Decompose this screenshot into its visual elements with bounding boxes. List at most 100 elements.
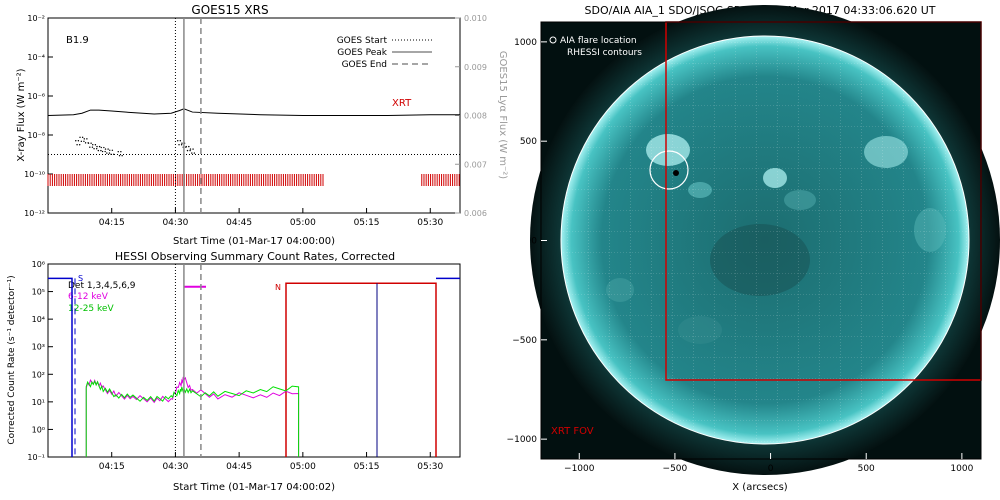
goes-short-channel-point <box>177 140 179 142</box>
goes-short-channel-point <box>106 152 108 154</box>
hessi-ytick-label: 10² <box>32 370 45 379</box>
goes-short-channel-point <box>192 148 194 150</box>
hessi-ytick-label: 10³ <box>32 343 45 352</box>
hessi-xtick-label: 04:30 <box>162 462 188 472</box>
goes-ytick-label: 10⁻⁶ <box>27 92 45 101</box>
aia-xrt-fov-label: XRT FOV <box>551 426 594 437</box>
goes-short-channel-point <box>108 152 111 154</box>
goes-short-channel-point <box>101 150 104 153</box>
goes-short-channel-point <box>87 142 90 144</box>
goes-short-channel-point <box>97 149 100 152</box>
goes-short-channel-point <box>181 142 183 144</box>
goes-short-channel-point <box>79 136 81 139</box>
goes-y2tick-label: 0.006 <box>464 209 487 218</box>
goes-short-channel-point <box>109 149 111 151</box>
goes-ylabel: X-ray Flux (W m⁻²) <box>16 68 27 161</box>
hessi-ytick-label: 10¹ <box>32 398 45 407</box>
goes-short-channel-point <box>179 140 182 142</box>
goes-short-channel-point <box>94 144 97 146</box>
goes-short-channel-point <box>189 148 192 150</box>
goes-short-channel-point <box>77 140 80 142</box>
goes-legend: GOES Start GOES Peak GOES End <box>337 36 432 70</box>
aia-xtick-label: 500 <box>858 464 875 474</box>
aia-legend-rhessi: RHESSI contours <box>567 48 642 58</box>
goes-short-channel-point <box>104 148 107 150</box>
goes-ytick-label: 10⁻² <box>27 14 45 23</box>
goes-short-channel-point <box>100 149 102 152</box>
goes-short-channel-point <box>178 144 180 146</box>
limb-circle <box>560 35 970 445</box>
aia-ytick-label: 0 <box>531 237 537 247</box>
goes-short-channel-point <box>84 142 87 144</box>
hessi-series-0 <box>85 376 300 457</box>
hessi-flag-n: N <box>275 283 281 292</box>
aia-xtick-label: −1000 <box>564 464 595 474</box>
aia-flare-location-marker <box>649 150 689 190</box>
goes-y2tick-label: 0.010 <box>464 14 487 23</box>
aia-ytick-label: 500 <box>520 137 537 147</box>
goes-ytick-label: 10⁻⁴ <box>27 53 45 62</box>
goes-short-channel-point <box>185 145 187 148</box>
aia-ytick-label: −500 <box>512 336 537 346</box>
goes-short-channel-point <box>95 148 98 150</box>
hessi-night-flag <box>285 282 437 457</box>
goes-short-channel-point <box>193 152 196 154</box>
goes-short-channel-point <box>96 145 98 148</box>
hessi-legend-header: Det 1,3,4,5,6,9 <box>68 281 136 291</box>
goes-panel: GOES15 XRS X-ray Flux (W m⁻²) GOES15 Lyα… <box>16 3 508 247</box>
goes-xlabel: Start Time (01-Mar-17 04:00:00) <box>173 236 335 247</box>
goes-short-channel-point <box>98 145 101 148</box>
goes-short-channel-point <box>90 142 92 144</box>
goes-short-channel-point <box>104 150 106 153</box>
hessi-ytick-label: 10⁻¹ <box>27 453 45 462</box>
goes-y2tick-label: 0.009 <box>464 63 487 72</box>
goes-xtick-label: 04:15 <box>99 218 125 228</box>
aia-xlabel: X (arcsecs) <box>732 482 788 493</box>
goes-title: GOES15 XRS <box>191 3 268 17</box>
goes-short-channel-point <box>117 150 119 153</box>
goes-xtick-label: 04:30 <box>162 218 188 228</box>
goes-class-label: B1.9 <box>66 35 89 46</box>
aia-legend-flare: AIA flare location <box>560 36 637 46</box>
hessi-ytick-label: 10⁰ <box>32 425 45 434</box>
goes-short-channel-point <box>80 140 83 143</box>
hessi-ytick-label: 10⁴ <box>32 315 45 324</box>
hessi-xtick-label: 04:15 <box>99 462 125 472</box>
legend-flare-icon <box>549 36 557 44</box>
hessi-xtick-label: 05:15 <box>354 462 380 472</box>
goes-short-channel-point <box>191 152 193 154</box>
hessi-xtick-label: 04:45 <box>226 462 252 472</box>
legend-goes-peak: GOES Peak <box>337 48 387 58</box>
hessi-saa-flag <box>48 277 73 457</box>
goes-y2label: GOES15 Lyα Flux (W m⁻²) <box>497 51 508 179</box>
goes-short-channel-point <box>107 148 109 150</box>
goes-xrt-label: XRT <box>392 98 412 109</box>
hessi-xtick-label: 05:00 <box>290 462 316 472</box>
hessi-axes-box <box>47 263 461 458</box>
hessi-legend-12-25: 12-25 keV <box>68 304 114 314</box>
aia-xtick-label: 1000 <box>950 464 973 474</box>
goes-xtick-label: 05:15 <box>354 218 380 228</box>
goes-short-channel-point <box>100 146 102 149</box>
goes-short-channel-point <box>118 154 121 157</box>
hessi-series-1 <box>85 379 300 457</box>
hessi-legend-6-12: 6-12 keV <box>68 292 109 302</box>
hessi-flag-s: S <box>78 274 83 283</box>
goes-ytick-label: 10⁻¹⁰ <box>24 170 45 179</box>
goes-short-channel-point <box>86 138 88 140</box>
legend-goes-start: GOES Start <box>337 36 388 46</box>
legend-goes-end: GOES End <box>342 60 387 70</box>
goes-short-channel-point <box>189 149 191 152</box>
goes-short-channel-point <box>92 144 94 146</box>
goes-ytick-label: 10⁻⁸ <box>27 131 45 140</box>
goes-short-channel-point <box>83 138 85 140</box>
goes-short-channel-point <box>180 144 183 146</box>
goes-xtick-label: 05:00 <box>290 218 316 228</box>
goes-y2tick-label: 0.008 <box>464 112 487 121</box>
hessi-xlabel: Start Time (01-Mar-17 04:00:02) <box>173 482 335 493</box>
goes-short-channel-point <box>93 148 95 150</box>
goes-y2tick-label: 0.007 <box>464 160 487 169</box>
aia-ytick-label: −1000 <box>507 435 538 445</box>
hessi-title: HESSI Observing Summary Count Rates, Cor… <box>115 250 395 263</box>
